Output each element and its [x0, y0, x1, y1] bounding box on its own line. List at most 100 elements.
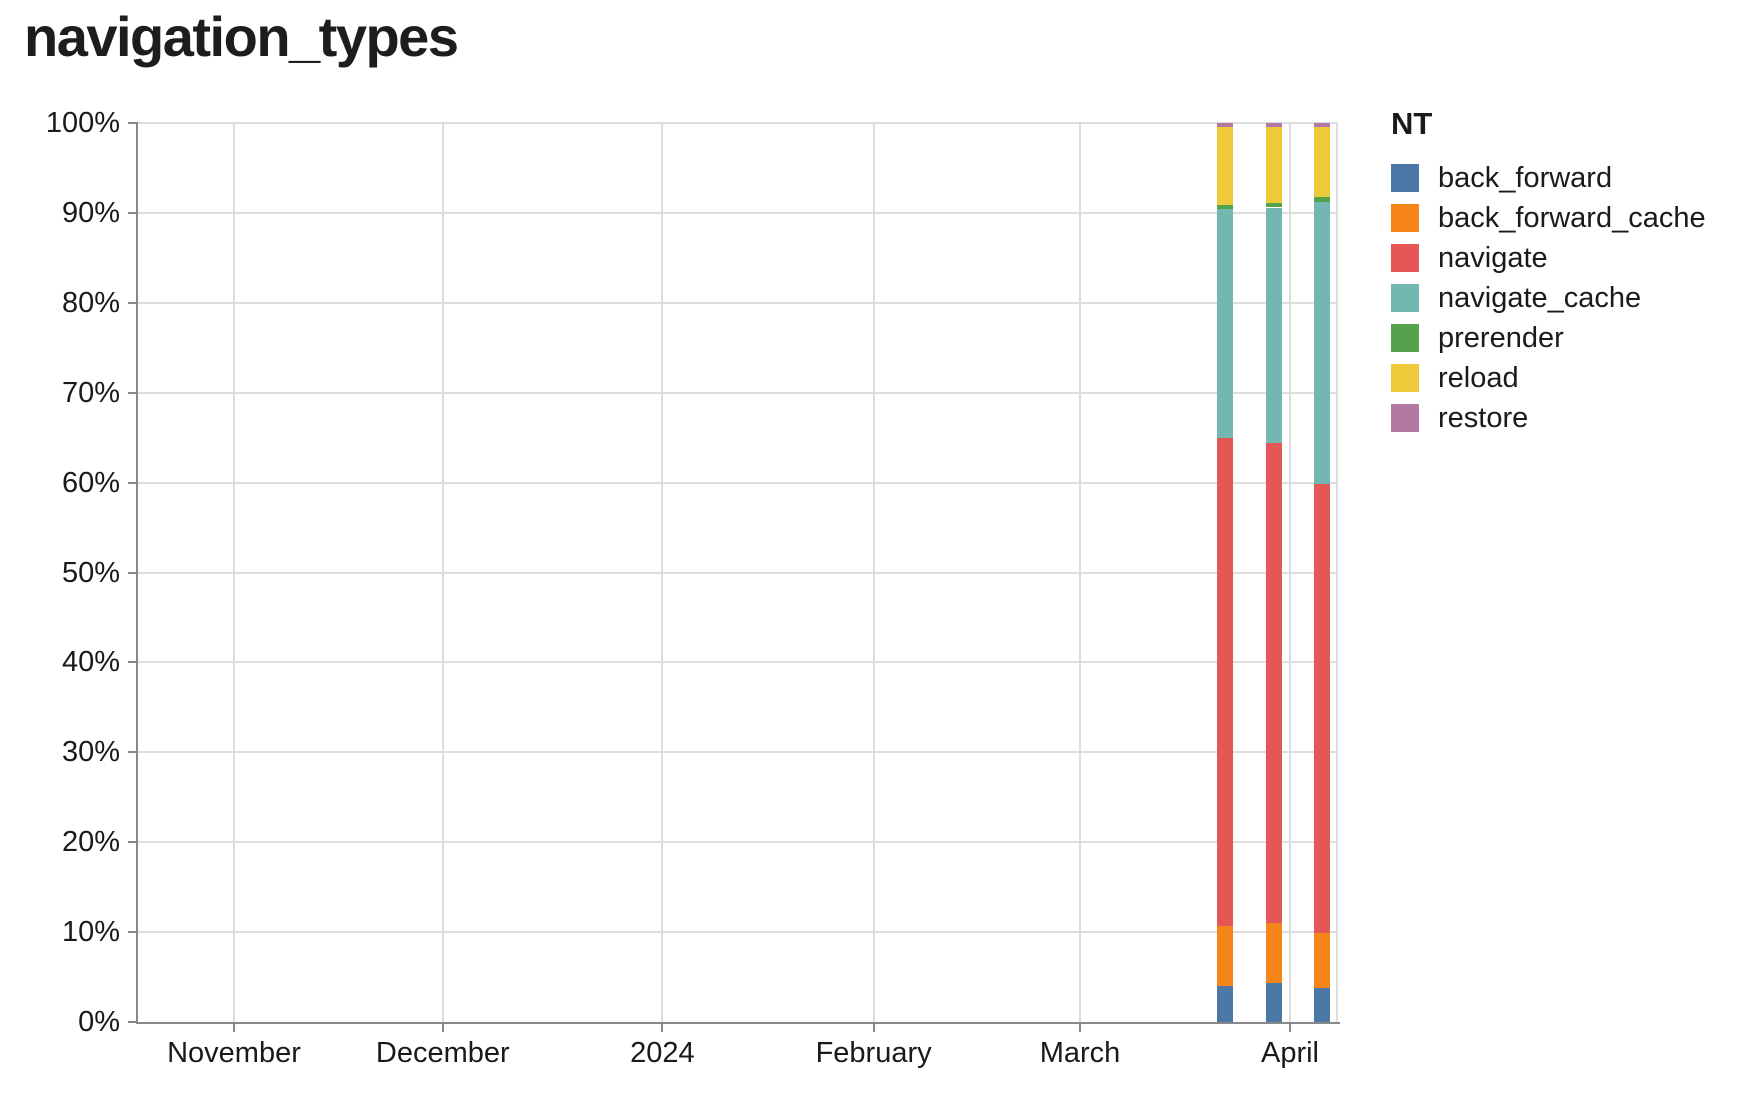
y-tick-label: 40% — [61, 646, 120, 679]
x-tick-mark — [872, 1022, 875, 1032]
x-gridline — [233, 123, 235, 1022]
legend-swatch-icon — [1391, 244, 1419, 272]
legend-item-back_forward: back_forward — [1391, 161, 1706, 194]
x-tick-label: April — [1260, 1037, 1319, 1069]
y-tick-label: 60% — [61, 466, 120, 499]
bar-segment-restore — [1266, 123, 1283, 127]
y-tick-label: 0% — [78, 1006, 120, 1038]
x-gridline — [872, 123, 875, 1022]
x-axis-line — [136, 1022, 1340, 1024]
bar-segment-navigate — [1266, 443, 1283, 924]
bar-segment-back_forward — [1314, 987, 1331, 1022]
x-tick-label: November — [167, 1037, 301, 1069]
y-tick-label: 30% — [61, 736, 120, 769]
bar-segment-navigate_cache — [1217, 209, 1234, 438]
x-gridline — [1079, 123, 1081, 1022]
legend-item-back_forward_cache: back_forward_cache — [1391, 201, 1706, 234]
y-gridline — [138, 391, 1338, 394]
legend-items: back_forward back_forward_cache navigate na… — [1391, 161, 1706, 434]
x-gridline — [1289, 123, 1291, 1022]
x-tick-mark — [233, 1022, 235, 1032]
x-tick-label: 2024 — [630, 1037, 695, 1069]
y-gridline — [138, 661, 1338, 664]
y-tick-label: 50% — [61, 556, 120, 589]
y-tick-mark — [128, 301, 138, 304]
y-axis-line — [136, 123, 138, 1024]
y-tick-mark — [128, 751, 138, 754]
bar-segment-back_forward_cache — [1314, 932, 1331, 988]
legend-item-label: restore — [1438, 401, 1529, 434]
bar-segment-reload — [1217, 126, 1234, 205]
bar-segment-navigate — [1314, 484, 1331, 933]
legend-item-navigate_cache: navigate_cache — [1391, 281, 1706, 314]
y-tick-mark — [128, 841, 138, 844]
legend-item-label: back_forward — [1438, 161, 1613, 194]
y-gridline — [138, 211, 1338, 214]
x-tick-mark — [441, 1022, 444, 1032]
y-gridline — [138, 301, 1338, 304]
bar-segment-navigate_cache — [1266, 207, 1283, 444]
x-tick-label: February — [815, 1037, 932, 1069]
bar-segment-back_forward — [1266, 983, 1283, 1022]
y-gridline — [138, 481, 1338, 484]
bar-segment-restore — [1314, 123, 1331, 127]
legend-swatch-icon — [1391, 284, 1419, 312]
legend-item-label: prerender — [1438, 321, 1564, 354]
legend-item-label: navigate — [1438, 241, 1548, 274]
bar-segment-prerender — [1217, 204, 1234, 210]
chart-title: navigation_types — [24, 5, 459, 68]
y-tick-label: 20% — [61, 826, 120, 859]
y-tick-mark — [128, 481, 138, 484]
bar-segment-navigate — [1217, 437, 1234, 926]
bar-segment-reload — [1314, 126, 1331, 197]
y-gridline — [138, 931, 1338, 934]
legend-item-label: back_forward_cache — [1438, 201, 1706, 234]
bar-segment-reload — [1266, 126, 1283, 203]
bar-segment-restore — [1217, 123, 1234, 127]
y-tick-mark — [128, 122, 138, 124]
y-tick-mark — [128, 661, 138, 664]
bar-segment-prerender — [1314, 196, 1331, 203]
x-tick-mark — [661, 1022, 664, 1032]
x-tick-label: March — [1039, 1037, 1121, 1069]
legend-item-restore: restore — [1391, 401, 1706, 434]
legend-item-prerender: prerender — [1391, 321, 1706, 354]
y-tick-mark — [128, 391, 138, 394]
legend-item-reload: reload — [1391, 361, 1706, 394]
y-tick-mark — [128, 211, 138, 214]
x-tick-label: December — [375, 1037, 510, 1069]
x-tick-mark — [1289, 1022, 1291, 1032]
legend-swatch-icon — [1391, 204, 1419, 232]
legend-title: NT — [1391, 106, 1433, 141]
legend-swatch-icon — [1391, 404, 1419, 432]
bar-segment-back_forward_cache — [1217, 925, 1234, 987]
y-tick-label: 80% — [61, 286, 120, 319]
legend-swatch-icon — [1391, 324, 1419, 352]
y-tick-label: 70% — [61, 376, 120, 409]
bar-segment-back_forward_cache — [1266, 923, 1283, 984]
legend-item-label: reload — [1438, 361, 1519, 394]
y-tick-mark — [128, 931, 138, 934]
legend-swatch-icon — [1391, 164, 1419, 192]
x-gridline — [661, 123, 664, 1022]
y-tick-mark — [128, 1021, 138, 1023]
x-gridline — [441, 123, 444, 1022]
x-tick-mark — [1079, 1022, 1081, 1032]
legend-item-navigate: navigate — [1391, 241, 1706, 274]
plot-edge-gridline — [1336, 123, 1338, 1022]
y-tick-label: 10% — [61, 916, 120, 949]
y-gridline — [138, 841, 1338, 844]
bar-segment-back_forward — [1217, 986, 1234, 1022]
bar-segment-prerender — [1266, 203, 1283, 208]
y-gridline — [138, 751, 1338, 754]
y-tick-label: 90% — [61, 196, 120, 229]
bar-segment-navigate_cache — [1314, 202, 1331, 485]
y-gridline — [138, 571, 1338, 574]
y-gridline — [138, 122, 1338, 124]
y-tick-label: 100% — [45, 107, 120, 139]
legend-item-label: navigate_cache — [1438, 281, 1642, 314]
legend-swatch-icon — [1391, 364, 1419, 392]
y-tick-mark — [128, 571, 138, 574]
